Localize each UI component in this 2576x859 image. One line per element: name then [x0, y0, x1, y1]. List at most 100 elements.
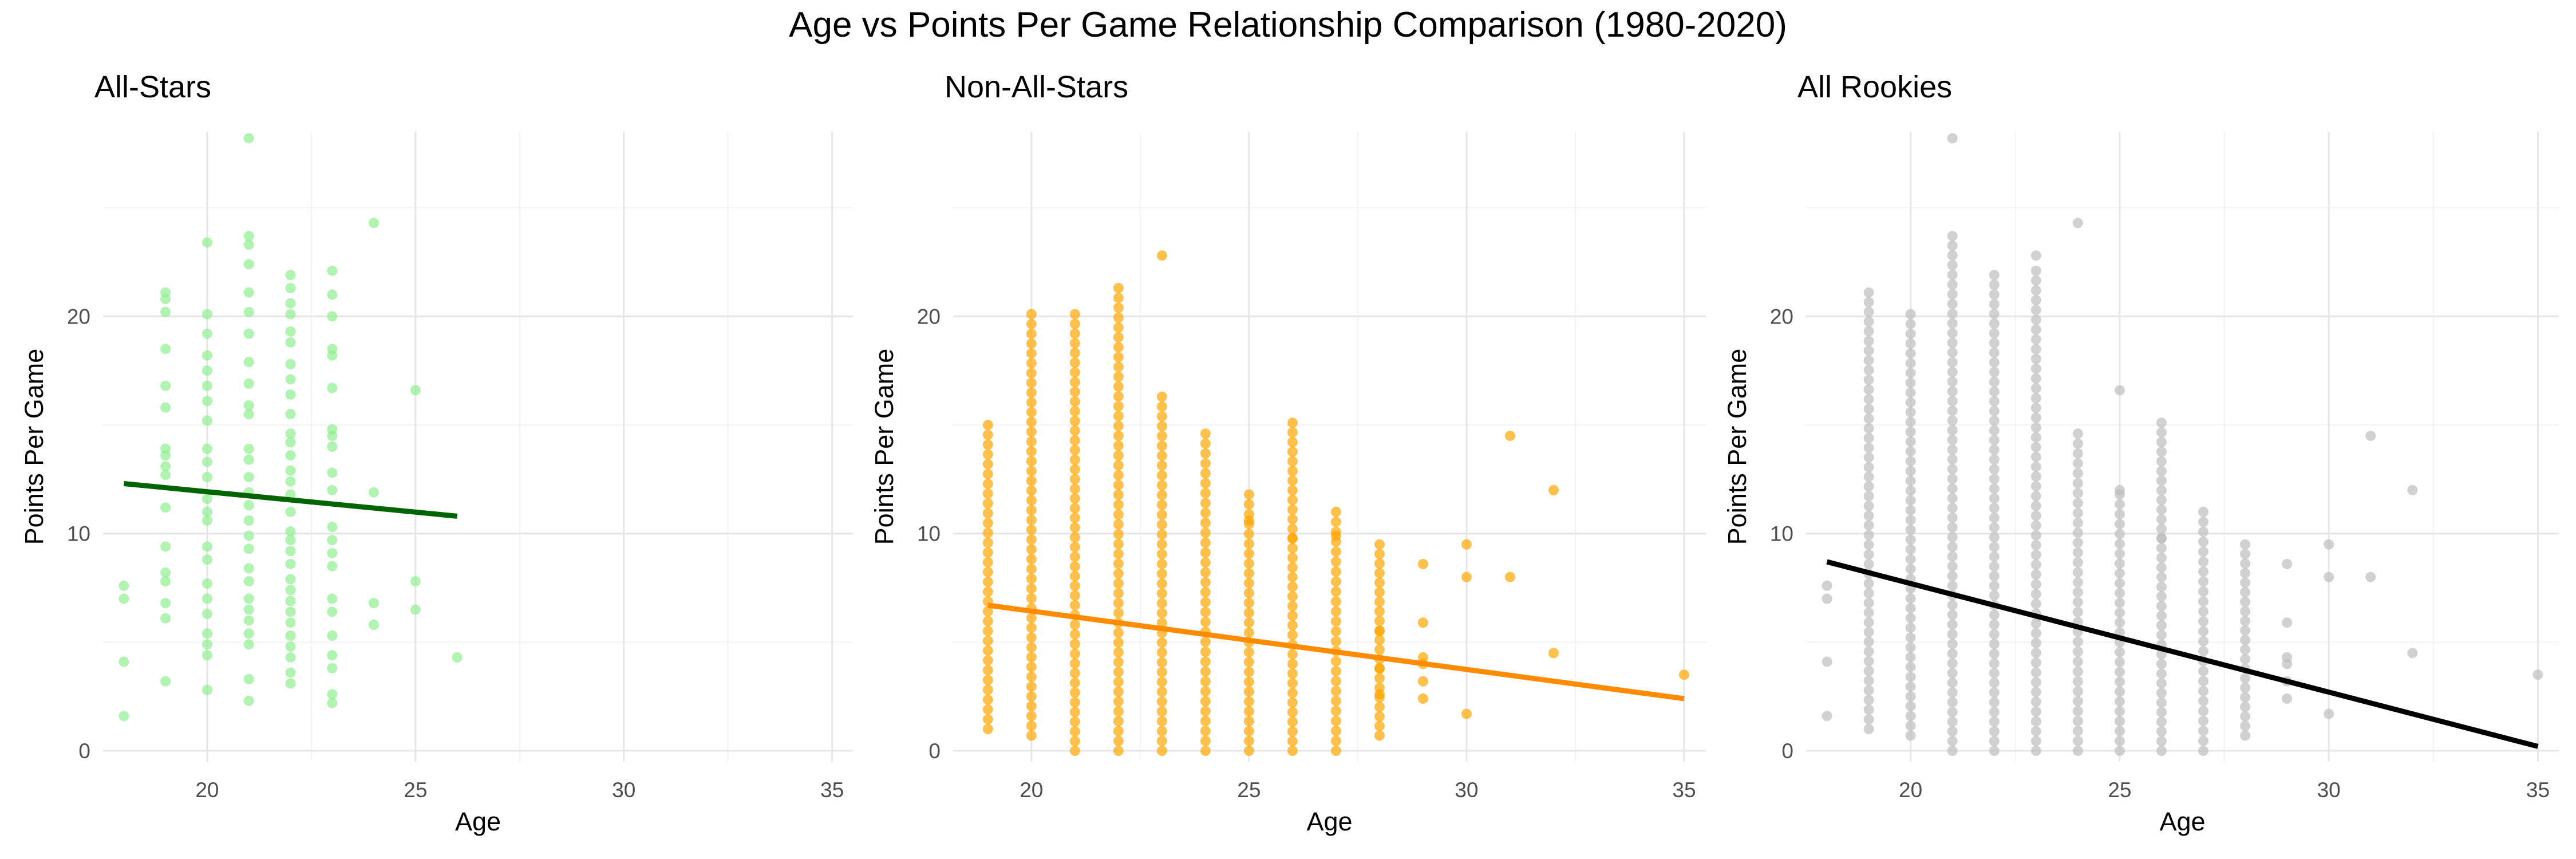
data-point	[1243, 657, 1254, 668]
data-point	[1200, 527, 1211, 538]
data-point	[982, 518, 993, 529]
data-point	[1330, 706, 1341, 716]
panel-title: Non-All-Stars	[945, 70, 1128, 104]
data-point	[1243, 686, 1254, 697]
data-point	[1069, 746, 1080, 756]
data-point	[1417, 558, 1428, 569]
data-point	[1863, 588, 1874, 598]
data-point	[1069, 542, 1080, 553]
data-point	[1905, 544, 1916, 555]
x-tick-label: 30	[2317, 778, 2341, 802]
data-point	[2030, 618, 2041, 629]
data-point	[285, 546, 296, 557]
data-point	[1989, 425, 2000, 436]
data-point	[1287, 495, 1298, 506]
data-point	[1287, 581, 1298, 592]
data-point	[202, 541, 212, 552]
data-point	[1989, 464, 2000, 475]
data-point	[1069, 493, 1080, 504]
data-point	[1947, 435, 1958, 446]
data-point	[1374, 596, 1385, 607]
data-point	[1863, 394, 1874, 405]
data-point	[1863, 695, 1874, 706]
data-point	[327, 442, 338, 452]
data-point	[1243, 529, 1254, 539]
panel-0: 20 25 30 35 0 10 20 Age Points Per Game All-Stars	[19, 70, 853, 836]
data-point	[2072, 686, 2083, 697]
data-point	[2156, 581, 2167, 592]
panel-1: 20 25 30 35 0 10 20 Age Points Per Game Non-All-S…	[870, 70, 1706, 836]
data-point	[2030, 305, 2041, 316]
data-point	[1863, 685, 1874, 696]
data-point	[982, 468, 993, 479]
data-point	[1287, 687, 1298, 698]
y-tick-label: 0	[78, 739, 90, 763]
data-point	[982, 655, 993, 666]
data-point	[327, 344, 338, 354]
data-point	[1113, 549, 1124, 559]
data-point	[2240, 549, 2251, 559]
data-point	[1947, 318, 1958, 329]
data-point	[1947, 376, 1958, 387]
data-point	[2198, 676, 2209, 687]
data-point	[1243, 499, 1254, 510]
data-point	[285, 409, 296, 420]
data-point	[1905, 593, 1916, 604]
data-point	[1287, 707, 1298, 718]
y-tick-label: 10	[917, 522, 941, 546]
data-point	[1200, 606, 1211, 617]
data-point	[1069, 387, 1080, 397]
data-point	[1947, 483, 1958, 494]
data-point	[1374, 539, 1385, 550]
data-point	[1989, 697, 2000, 708]
data-point	[369, 620, 380, 631]
data-point	[1905, 338, 1916, 349]
data-point	[982, 449, 993, 460]
data-point	[982, 606, 993, 617]
data-point	[2030, 265, 2041, 276]
data-point	[1156, 470, 1167, 481]
data-point	[1069, 716, 1080, 727]
data-point	[202, 684, 212, 695]
data-point	[243, 328, 254, 339]
data-point	[285, 631, 296, 641]
data-point	[1113, 332, 1124, 343]
data-point	[1863, 559, 1874, 570]
data-point	[1947, 502, 1958, 513]
data-point	[1156, 746, 1167, 756]
data-point	[2532, 669, 2543, 680]
data-point	[1069, 454, 1080, 465]
data-point	[202, 350, 212, 361]
data-point	[243, 239, 254, 250]
data-point	[2072, 636, 2083, 647]
data-point	[2240, 683, 2251, 693]
data-point	[1989, 522, 2000, 533]
data-point	[1026, 711, 1037, 722]
data-point	[1989, 279, 2000, 290]
data-point	[202, 237, 212, 248]
data-point	[1200, 488, 1211, 499]
data-point	[1156, 558, 1167, 569]
data-point	[1113, 479, 1124, 490]
data-point	[1113, 460, 1124, 471]
data-point	[1026, 416, 1037, 427]
data-point	[1989, 736, 2000, 747]
data-point	[1200, 696, 1211, 707]
data-point	[1243, 597, 1254, 608]
data-point	[2030, 324, 2041, 335]
data-point	[1026, 632, 1037, 643]
y-axis-title: Points Per Game	[870, 349, 899, 545]
data-point	[1330, 566, 1341, 577]
x-tick-label: 30	[612, 778, 635, 802]
data-point	[1156, 588, 1167, 599]
data-point	[1026, 642, 1037, 653]
data-point	[1243, 696, 1254, 707]
data-point	[2030, 706, 2041, 717]
data-point	[202, 396, 212, 407]
data-point	[1863, 626, 1874, 637]
data-point	[1026, 514, 1037, 525]
data-point	[1947, 337, 1958, 348]
data-point	[1069, 561, 1080, 572]
data-point	[982, 537, 993, 548]
data-point	[1026, 328, 1037, 339]
